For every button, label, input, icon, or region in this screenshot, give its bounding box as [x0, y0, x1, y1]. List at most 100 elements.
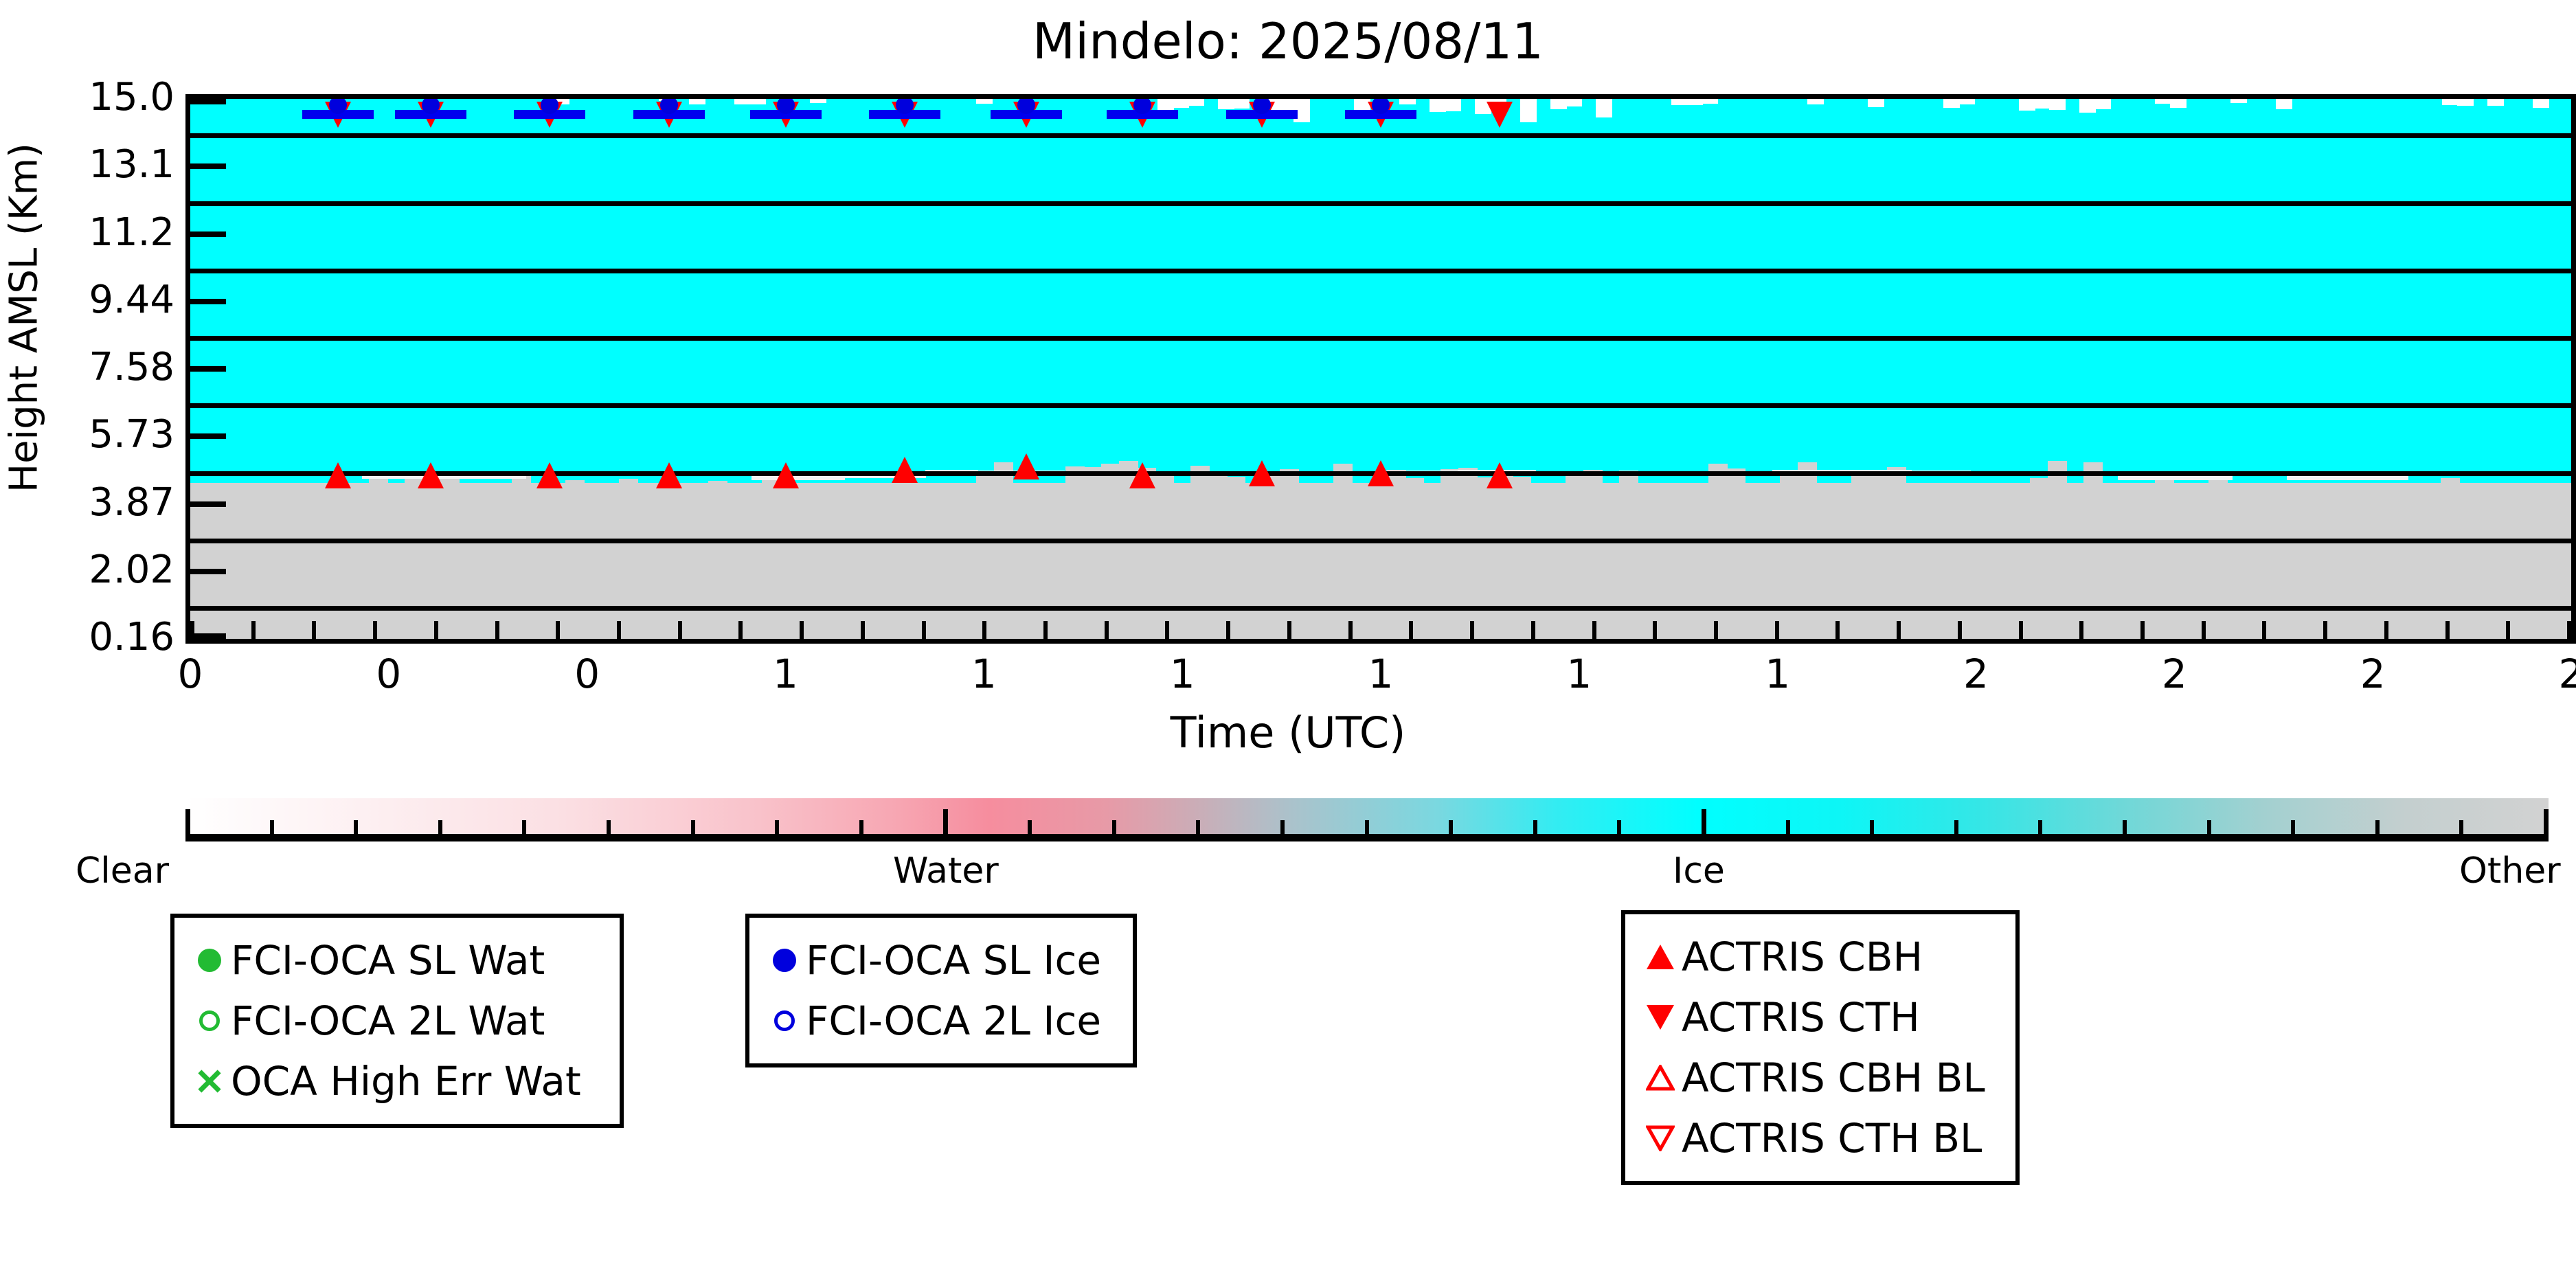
- cloud-top-notch: [1445, 99, 1461, 111]
- cloud-top-notch: [1520, 99, 1537, 123]
- cloud-base-tooth: [1405, 477, 1424, 486]
- legend-item-label: FCI-OCA 2L Wat: [231, 997, 545, 1044]
- fci-oca-sl-ice-errorbar: [633, 110, 705, 119]
- x-tick-mark: [1348, 621, 1353, 639]
- cloud-base-tooth: [2155, 478, 2174, 486]
- fci-oca-sl-ice-marker: [1372, 99, 1390, 114]
- y-tick-mark: [190, 433, 226, 440]
- cloud-top-notch: [2079, 99, 2096, 113]
- x-tick-mark: [1287, 621, 1291, 639]
- fci-oca-sl-ice-marker: [659, 99, 678, 114]
- x-tick-mark: [2140, 621, 2145, 639]
- cloud-top-notch: [1596, 99, 1612, 117]
- cloud-top-notch: [1550, 99, 1567, 109]
- colorbar-minor-tick: [2459, 820, 2464, 834]
- gridline: [190, 201, 2571, 206]
- legend-item[interactable]: FCI-OCA SL Wat: [188, 930, 602, 991]
- x-tick-mark: [312, 621, 317, 639]
- gridline: [190, 133, 2571, 139]
- colorbar-minor-tick: [775, 820, 780, 834]
- x-axis-title: Time (UTC): [1170, 708, 1406, 758]
- legend-water-box[interactable]: FCI-OCA SL Wat FCI-OCA 2L Wat OCA High Err…: [170, 914, 624, 1128]
- cloud-top-notch: [689, 99, 705, 105]
- legend-item[interactable]: FCI-OCA 2L Wat: [188, 991, 602, 1051]
- plot-area[interactable]: [185, 94, 2576, 644]
- x-tick-mark: [433, 621, 438, 639]
- cloud-top-notch: [1702, 99, 1718, 104]
- x-tick-mark: [251, 621, 256, 639]
- x-tick-mark: [556, 621, 561, 639]
- cloud-top-notch: [810, 99, 826, 104]
- x-tick-mark: [373, 621, 378, 639]
- cloud-base-tooth: [369, 477, 388, 486]
- triangle-down-open-icon: [1646, 1125, 1675, 1151]
- legend-item-label: ACTRIS CTH: [1682, 994, 1920, 1041]
- cloud-top-notch: [2533, 99, 2549, 109]
- fci-oca-sl-ice-marker: [1252, 99, 1271, 114]
- legend-item[interactable]: ACTRIS CBH BL: [1639, 1048, 1998, 1108]
- cloud-top-notch: [1233, 99, 1250, 109]
- x-tick-mark: [1226, 621, 1231, 639]
- colorbar-minor-tick: [2206, 820, 2211, 834]
- cloud-top-notch: [2276, 99, 2292, 110]
- legend-item[interactable]: ACTRIS CTH: [1639, 987, 1998, 1048]
- colorbar-minor-tick: [1449, 820, 1454, 834]
- cloud-base-sliver: [2287, 475, 2408, 480]
- x-tick-label: 2: [1963, 651, 1989, 697]
- legend-item[interactable]: OCA High Err Wat: [188, 1051, 602, 1111]
- x-tick-mark: [677, 621, 682, 639]
- colorbar-minor-tick: [2038, 820, 2043, 834]
- x-tick-mark: [2262, 621, 2267, 639]
- legend-item[interactable]: ACTRIS CBH: [1639, 927, 1998, 987]
- colorbar-label-other: Other: [2459, 850, 2561, 892]
- legend-item[interactable]: FCI-OCA SL Ice: [763, 930, 1115, 991]
- x-tick-label: 2: [2360, 651, 2386, 697]
- fci-oca-sl-ice-errorbar: [1225, 110, 1298, 119]
- fci-oca-sl-ice-errorbar: [1107, 110, 1179, 119]
- x-tick-mark: [800, 621, 804, 639]
- cloud-top-notch: [553, 99, 569, 104]
- x-mark-icon: [196, 1067, 223, 1095]
- fci-oca-sl-ice-marker: [776, 99, 795, 114]
- x-tick-label: 0: [574, 651, 600, 697]
- cloud-base-tooth: [762, 477, 781, 486]
- colorbar-minor-tick: [438, 820, 442, 834]
- legend-actris-box[interactable]: ACTRIS CBH ACTRIS CTH ACTRIS CBH BL ACTRIS …: [1621, 910, 2020, 1185]
- cloud-top-notch: [1430, 99, 1446, 113]
- cloud-top-notch: [2230, 99, 2247, 103]
- x-tick-mark: [495, 621, 499, 639]
- cloud-base-tooth: [405, 478, 424, 486]
- x-tick-mark: [1774, 621, 1779, 639]
- x-tick-label: 0: [376, 651, 402, 697]
- colorbar-major-tick: [943, 809, 949, 834]
- triangle-up-open-icon: [1646, 1065, 1675, 1091]
- actris-cbh-marker: [1368, 460, 1394, 487]
- colorbar-minor-tick: [859, 820, 863, 834]
- cloud-top-notch: [2049, 99, 2066, 110]
- x-tick-mark: [2323, 621, 2328, 639]
- x-tick-label: 1: [773, 651, 798, 697]
- cloud-top-notch: [1943, 99, 1960, 109]
- cloud-base-tooth: [1851, 473, 1871, 486]
- x-tick-mark: [1409, 621, 1414, 639]
- cloud-top-notch: [734, 99, 751, 105]
- cloud-top-notch: [1566, 99, 1582, 106]
- cloud-base-tooth: [565, 479, 585, 486]
- actris-cbh-marker: [1129, 462, 1156, 488]
- actris-cbh-marker: [1013, 453, 1039, 479]
- x-tick-label: 1: [1566, 651, 1592, 697]
- colorbar-minor-tick: [1364, 820, 1369, 834]
- legend-item-label: FCI-OCA SL Ice: [806, 937, 1102, 984]
- cloud-base-tooth: [2441, 478, 2460, 486]
- cloud-base-tooth: [1780, 472, 1799, 486]
- cloud-top-notch: [2442, 99, 2459, 106]
- y-tick-label: 7.58: [89, 345, 174, 389]
- legend-item[interactable]: ACTRIS CTH BL: [1639, 1108, 1998, 1168]
- colorbar-minor-tick: [522, 820, 527, 834]
- x-tick-mark: [1470, 621, 1475, 639]
- x-tick-mark: [860, 621, 865, 639]
- colorbar-minor-tick: [354, 820, 359, 834]
- legend-item[interactable]: FCI-OCA 2L Ice: [763, 991, 1115, 1051]
- legend-ice-box[interactable]: FCI-OCA SL Ice FCI-OCA 2L Ice: [745, 914, 1137, 1067]
- x-tick-label: 1: [1765, 651, 1791, 697]
